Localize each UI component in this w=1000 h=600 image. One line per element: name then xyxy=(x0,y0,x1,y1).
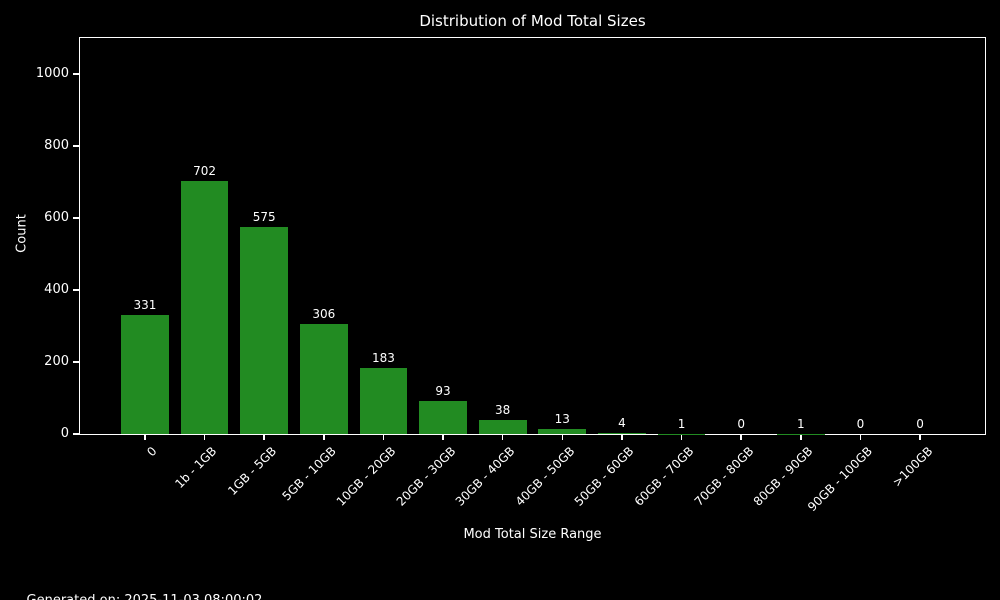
x-tick xyxy=(263,435,265,440)
x-tick xyxy=(561,435,564,440)
y-tick xyxy=(73,217,79,219)
x-tick xyxy=(680,435,683,440)
x-tick xyxy=(621,435,623,440)
x-tick-label: 80GB - 90GB xyxy=(750,444,816,509)
y-tick-label: 800 xyxy=(44,138,69,153)
x-tick-label: 5GB - 10GB xyxy=(279,444,339,504)
x-tick-label: 10GB - 20GB xyxy=(333,444,399,509)
generated-timestamp: Generated on: 2025-11-03 08:00:02 xyxy=(27,593,263,600)
x-tick-label: 50GB - 60GB xyxy=(572,444,637,509)
x-tick-label: 70GB - 80GB xyxy=(691,444,757,509)
x-tick xyxy=(740,435,742,440)
x-tick xyxy=(144,435,146,440)
x-tick-label: 0 xyxy=(144,444,160,460)
y-tick xyxy=(73,145,79,147)
y-axis-label: Count xyxy=(14,214,30,253)
bar xyxy=(121,314,169,434)
bar xyxy=(419,400,467,434)
bar-value-label: 0 xyxy=(737,417,745,431)
bar-value-label: 93 xyxy=(435,383,451,398)
bar-value-label: 0 xyxy=(916,417,924,431)
bar xyxy=(538,429,587,434)
y-tick-label: 200 xyxy=(44,354,69,369)
y-tick-label: 1000 xyxy=(35,66,69,81)
bar xyxy=(359,368,408,434)
bar xyxy=(598,432,646,434)
bar xyxy=(478,420,527,434)
bar-value-label: 702 xyxy=(193,164,217,179)
x-tick-label: 30GB - 40GB xyxy=(452,444,518,509)
x-tick-label: 20GB - 30GB xyxy=(393,444,458,509)
bar-value-label: 0 xyxy=(856,417,865,431)
bar-value-label: 183 xyxy=(372,351,395,366)
y-tick xyxy=(73,73,79,75)
x-axis-label: Mod Total Size Range xyxy=(463,527,602,542)
bar xyxy=(299,323,348,434)
bar-value-label: 13 xyxy=(554,412,570,427)
bar-value-label: 331 xyxy=(133,297,157,312)
y-tick xyxy=(73,361,79,363)
bar-value-label: 1 xyxy=(677,416,686,431)
x-tick-label: >100GB xyxy=(889,444,935,490)
x-tick-label: 1b - 1GB xyxy=(172,444,220,491)
bar-value-label: 306 xyxy=(312,306,336,321)
y-tick-label: 400 xyxy=(44,282,69,297)
x-tick xyxy=(323,435,325,440)
x-tick xyxy=(501,435,504,440)
bar-value-label: 1 xyxy=(796,416,805,431)
y-tick xyxy=(73,289,79,291)
bar-value-label: 575 xyxy=(252,210,276,224)
x-tick xyxy=(203,435,206,440)
chart-title: Distribution of Mod Total Sizes xyxy=(419,12,646,30)
x-tick-label: 90GB - 100GB xyxy=(805,444,876,515)
y-tick-label: 600 xyxy=(44,210,69,225)
x-tick xyxy=(919,435,921,440)
bar-value-label: 38 xyxy=(495,403,511,418)
bar xyxy=(240,227,289,434)
x-tick-label: 60GB - 70GB xyxy=(631,444,697,509)
x-tick xyxy=(442,435,444,440)
y-tick-label: 0 xyxy=(60,426,69,441)
x-tick-label: 1GB - 5GB xyxy=(225,444,280,498)
x-tick xyxy=(382,435,385,440)
bar xyxy=(180,181,229,434)
y-tick xyxy=(73,433,79,435)
x-tick xyxy=(859,435,862,440)
x-tick-label: 40GB - 50GB xyxy=(512,444,578,509)
bar-value-label: 4 xyxy=(618,415,626,430)
x-tick xyxy=(800,435,802,440)
plot-area: 331 702 575 306 183 93 38 13 4 1 0 1 0 0 xyxy=(79,37,986,435)
footer: Generated on: 2025-11-03 08:00:02 Server… xyxy=(10,577,263,600)
